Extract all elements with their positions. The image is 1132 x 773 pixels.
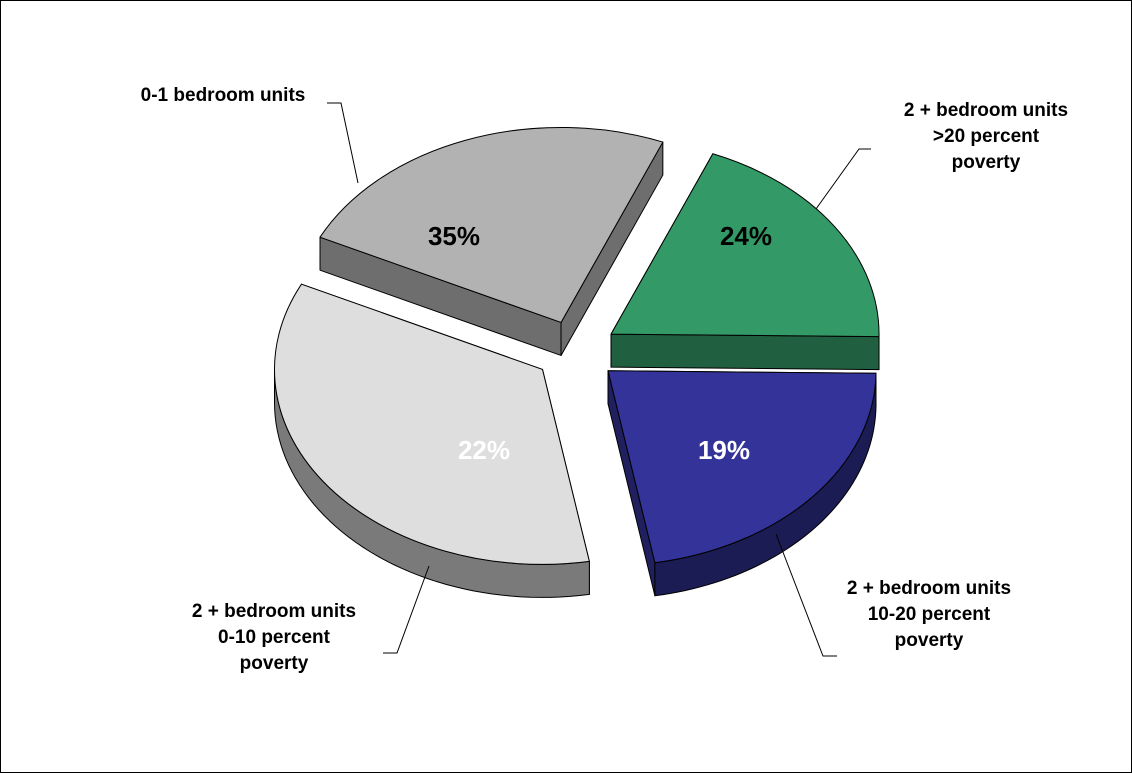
category-label-2-bedroom-units-20-percent-poverty: 2 + bedroom units >20 percent poverty — [904, 100, 1068, 173]
pie-slice-2-bedroom-units-20-percent-poverty — [319, 126, 664, 356]
slice-top-face — [319, 126, 664, 323]
category-label-line: 10-20 percent — [868, 604, 991, 625]
data-label-2-bedroom-units-20-percent-poverty: 24% — [720, 221, 772, 251]
leader-line-2-bedroom-units-10-20-percent-poverty — [775, 533, 837, 657]
leader-line-2-bedroom-units-20-percent-poverty — [815, 148, 871, 210]
slice-top-face — [607, 370, 877, 564]
data-label-0-1-bedroom-units: 35% — [428, 221, 480, 251]
category-label-0-1-bedroom-units: 0-1 bedroom units — [141, 85, 306, 106]
category-label-line: poverty — [895, 630, 964, 651]
category-label-2-bedroom-units-10-20-percent-poverty: 2 + bedroom units 10-20 percent poverty — [847, 578, 1011, 651]
leader-line-2-bedroom-units-0-10-percent-poverty — [383, 565, 430, 654]
pie-slice-0-1-bedroom-units — [273, 283, 590, 598]
category-label-line: poverty — [952, 152, 1021, 173]
category-label-line: 2 + bedroom units — [847, 578, 1011, 599]
category-label-line: 0-1 bedroom units — [141, 85, 306, 106]
category-label-line: >20 percent — [933, 126, 1040, 147]
pie-slice-2-bedroom-units-0-10-percent-poverty — [607, 370, 877, 597]
category-label-line: poverty — [240, 653, 309, 674]
data-label-2-bedroom-units-10-20-percent-poverty: 19% — [698, 435, 750, 465]
category-label-line: 2 + bedroom units — [904, 100, 1068, 121]
data-label-2-bedroom-units-0-10-percent-poverty: 22% — [458, 435, 510, 465]
category-label-line: 2 + bedroom units — [192, 601, 356, 622]
leader-line-0-1-bedroom-units — [327, 102, 359, 184]
pie-slice-2-bedroom-units-10-20-percent-poverty — [610, 153, 880, 371]
category-label-2-bedroom-units-0-10-percent-poverty: 2 + bedroom units 0-10 percent poverty — [192, 601, 356, 674]
slice-top-face — [610, 153, 880, 338]
slice-side-wall-end — [610, 333, 880, 371]
slice-top-face — [273, 283, 590, 565]
category-label-line: 0-10 percent — [218, 627, 331, 648]
